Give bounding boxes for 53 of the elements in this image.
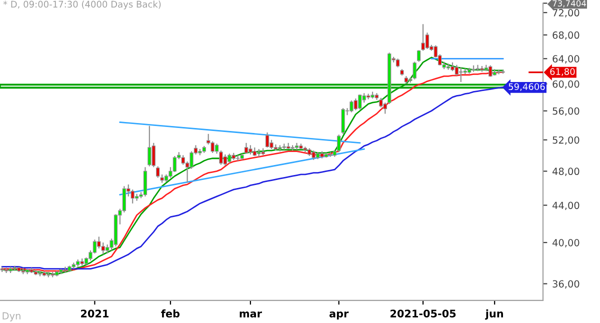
candlestick: [172, 155, 177, 173]
candlestick: [476, 64, 480, 72]
candlestick: [341, 108, 345, 134]
candlestick: [412, 61, 416, 80]
x-tick-label: mar: [240, 312, 262, 318]
candlestick: [383, 102, 387, 114]
candlestick: [417, 50, 421, 62]
candlestick: [265, 132, 270, 148]
candlestick: [223, 154, 228, 166]
y-tick-label: 68,00: [552, 31, 580, 40]
candlestick: [63, 266, 68, 274]
y-tick-label: 64,00: [552, 55, 580, 64]
candlestick: [425, 32, 430, 50]
x-tick-label: 2021: [81, 310, 108, 318]
y-tick-label: 44,00: [552, 202, 580, 210]
candlestick: [248, 144, 252, 155]
candlestick: [148, 125, 152, 167]
candlestick: [12, 265, 17, 272]
y-tick-label: 40,00: [552, 239, 580, 248]
candlestick: [358, 94, 362, 110]
candlestick: [101, 242, 105, 255]
x-tick-label: 2021-05-05: [390, 310, 456, 318]
candlestick: [181, 154, 185, 166]
candlestick: [488, 64, 492, 78]
candlestick: [244, 142, 248, 154]
candlestick: [228, 153, 232, 164]
y-tick-label: 52,00: [552, 136, 580, 145]
x-tick-label: feb: [161, 309, 180, 318]
y-tick-label: 72,00: [552, 9, 580, 18]
candlestick: [350, 100, 354, 113]
y-tick-label: 56,00: [552, 107, 580, 116]
y-tick-label: 73,7404: [552, 0, 586, 8]
candlestick: [156, 166, 160, 178]
candlestick: [97, 236, 101, 249]
candlestick: [337, 134, 341, 153]
candlestick: [152, 142, 156, 168]
candlestick: [446, 63, 450, 70]
text: Dyn: [2, 312, 20, 322]
candlestick: [312, 150, 316, 161]
x-tick-label: apr: [329, 312, 349, 320]
x-tick-label: jun: [485, 309, 503, 320]
y-tick-label: 60,00: [552, 80, 580, 89]
candlestick: [454, 64, 459, 76]
candlestick: [130, 188, 134, 204]
candlestick: [421, 24, 425, 52]
candlestick: [143, 166, 148, 197]
y-tick-label: 36,00: [552, 280, 580, 289]
candlestick: [122, 186, 126, 213]
ref-line-label: 61,80: [550, 68, 575, 76]
y-tick-label: 48,00: [552, 168, 580, 176]
candlestick: [354, 98, 358, 111]
data-label: 59,4606: [508, 83, 545, 91]
chart-title: * D, 09:00-17:30 (4000 Days Back): [3, 0, 161, 10]
